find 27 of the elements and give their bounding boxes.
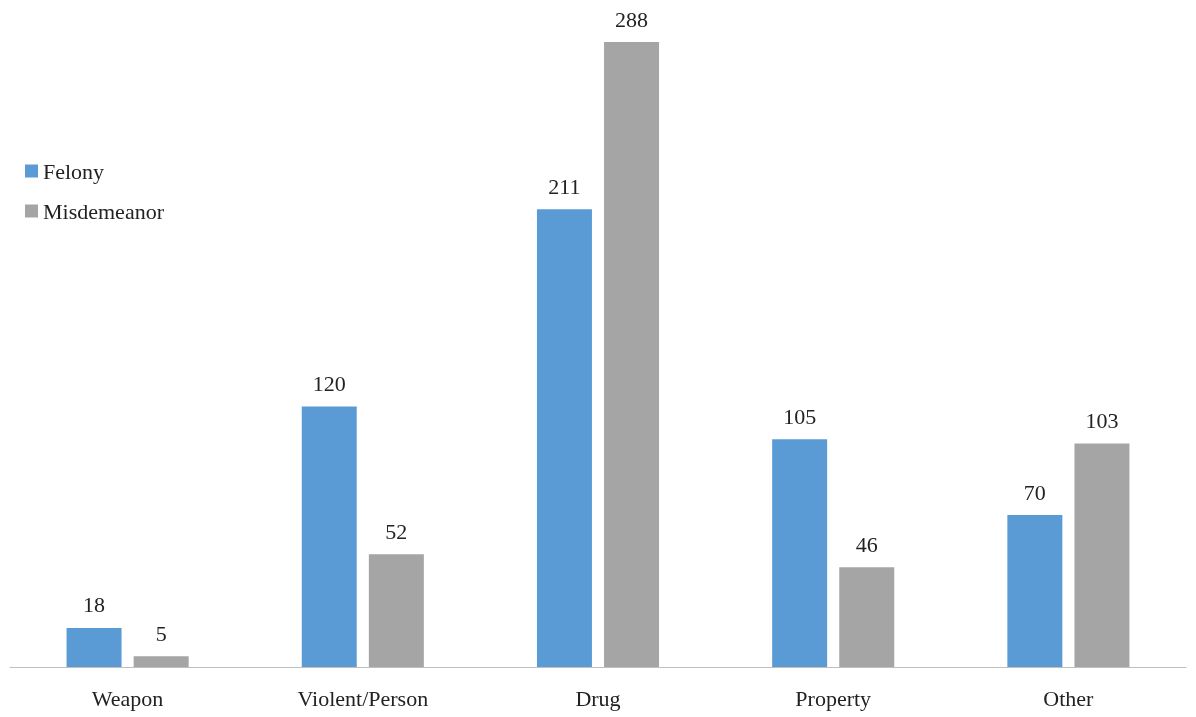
bar: [772, 439, 828, 667]
bar: [839, 567, 895, 667]
data-label: 288: [615, 6, 649, 32]
data-label: 5: [155, 620, 167, 646]
legend-label: Felony: [43, 158, 105, 184]
bar: [536, 209, 592, 667]
data-label: 105: [783, 403, 817, 429]
data-label: 103: [1085, 407, 1119, 433]
bar: [301, 406, 357, 667]
data-label: 70: [1023, 479, 1046, 505]
bar: [66, 627, 122, 667]
bar: [604, 42, 660, 667]
x-tick-label: Drug: [575, 685, 621, 711]
bar: [133, 656, 189, 667]
x-tick-label: Weapon: [91, 685, 164, 711]
data-label: 46: [855, 531, 878, 557]
legend-label: Misdemeanor: [43, 198, 165, 224]
bar: [1007, 515, 1063, 667]
bar: [1074, 443, 1130, 667]
data-label: 211: [548, 173, 581, 199]
x-tick-label: Property: [795, 685, 872, 711]
bar: [368, 554, 424, 667]
x-tick-label: Violent/Person: [297, 685, 429, 711]
data-label: 52: [385, 518, 408, 544]
x-tick-label: Other: [1043, 685, 1095, 711]
data-label: 18: [83, 592, 106, 618]
data-label: 120: [312, 371, 346, 397]
